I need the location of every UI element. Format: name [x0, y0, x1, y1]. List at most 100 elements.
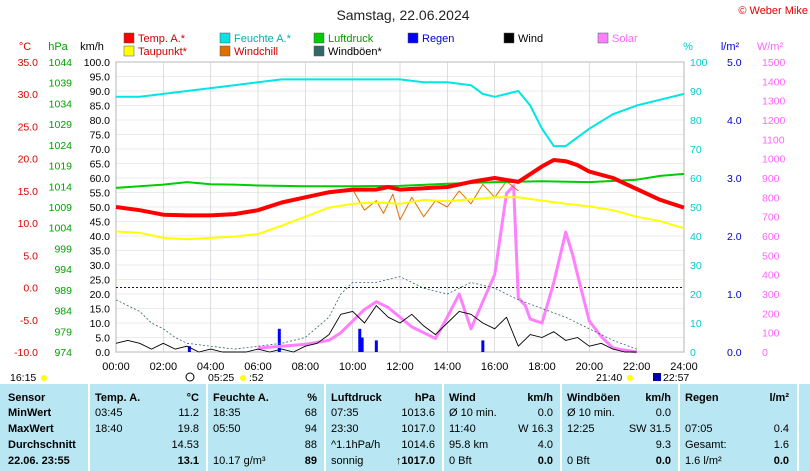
stats-cell: 0.0 [655, 455, 671, 467]
axis-tick-rain: 1.0 [727, 289, 742, 301]
x-tick-label: 22:00 [623, 361, 651, 373]
axis-tick-solar: 1500 [762, 57, 786, 69]
stats-cell: Wind [449, 392, 476, 404]
legend-swatch [123, 32, 135, 44]
axis-tick-wind: 20.0 [90, 289, 111, 301]
axis-tick-temp: 5.0 [23, 250, 38, 262]
stats-cell: sonnig [331, 455, 364, 467]
axis-tick-solar: 900 [762, 173, 780, 185]
moonrise-label: 05:25 [208, 372, 234, 384]
rain-bar [358, 328, 362, 352]
stats-cell: Regen [685, 392, 719, 404]
x-tick-label: 04:00 [197, 361, 225, 373]
legend-swatch [313, 45, 325, 57]
stats-cell: 0.0 [773, 455, 789, 467]
axis-tick-wind: 70.0 [90, 144, 111, 156]
sunrise-label: 16:15 [10, 372, 36, 384]
x-tick-label: 24:00 [670, 361, 698, 373]
axis-tick-pressure: 1004 [49, 223, 73, 235]
stats-cell: hPa [414, 392, 435, 404]
legend-label: Windböen* [328, 46, 383, 58]
axis-tick-temp: 30.0 [18, 89, 39, 101]
series-line-temp-a [115, 158, 685, 218]
legend-swatch [313, 32, 325, 44]
axis-tick-humidity: 50 [690, 202, 702, 214]
stats-cell: 18:40 [95, 423, 123, 435]
series-line-taupunkt [115, 196, 685, 241]
rain-bar [277, 328, 281, 352]
legend-swatch [597, 32, 609, 44]
rain-bar [187, 346, 191, 352]
stats-cell: 1014.6 [401, 439, 435, 451]
axis-tick-wind: 90.0 [90, 86, 111, 98]
stats-cell: 0.4 [773, 423, 789, 435]
stats-cell: Temp. A. [95, 392, 141, 404]
legend-label: Luftdruck [328, 33, 374, 45]
stats-cell: °C [186, 392, 199, 404]
table-separator [797, 384, 799, 471]
sun-icon [41, 375, 47, 381]
axis-tick-temp: 35.0 [18, 57, 39, 69]
stats-cell: 89 [304, 455, 317, 467]
sun-marker-icon [240, 375, 246, 381]
axis-tick-rain: 3.0 [727, 173, 742, 185]
axis-tick-humidity: 60 [690, 173, 702, 185]
stats-cell: 07:05 [685, 423, 713, 435]
axis-tick-humidity: 20 [690, 289, 702, 301]
axis-tick-rain: 2.0 [727, 231, 742, 243]
axis-unit-humidity: % [683, 41, 693, 53]
legend-label: Temp. A.* [138, 33, 186, 45]
stats-cell: 1.6 [773, 439, 789, 451]
axis-tick-humidity: 100 [690, 57, 708, 69]
statistics-table: Sensor Temp. A. °C Feuchte A.% Luftdruck hPa W… [0, 384, 810, 471]
axis-tick-humidity: 10 [690, 318, 702, 330]
axis-unit-rain: l/m² [721, 41, 740, 53]
axis-tick-wind: 0.0 [95, 347, 110, 359]
axis-tick-temp: -5.0 [20, 315, 38, 327]
x-tick-label: 02:00 [150, 361, 178, 373]
axis-tick-rain: 4.0 [727, 115, 742, 127]
stats-cell: Feuchte A. [213, 392, 269, 404]
axis-tick-wind: 50.0 [90, 202, 111, 214]
stats-cell: 9.3 [655, 439, 671, 451]
stats-cell: 07:35 [331, 407, 359, 419]
x-tick-label: 14:00 [434, 361, 462, 373]
axis-tick-pressure: 974 [54, 347, 72, 359]
axis-tick-wind: 85.0 [90, 101, 111, 113]
table-separator [442, 384, 444, 471]
x-tick-label: 00:00 [102, 361, 130, 373]
stats-cell: Gesamt: [685, 439, 727, 451]
sun-moon-annotations: 16:15 05:25:52 21:40 22:57 [10, 372, 689, 384]
stats-cell: 0 Bft [449, 455, 472, 467]
axis-labels: 35.0 30.0 25.0 20.0 15.0 10.0 5.0 0.0 -5.0 -10.0 °… [14, 41, 785, 373]
stats-cell: 11.2 [178, 407, 199, 419]
legend-label: Solar [612, 33, 638, 45]
stats-cell: 88 [304, 439, 317, 451]
axis-tick-humidity: 80 [690, 115, 702, 127]
axis-tick-temp: -10.0 [14, 347, 38, 359]
stats-cell: 18:35 [213, 407, 241, 419]
axis-tick-pressure: 979 [54, 326, 72, 338]
stats-cell: 12:25 [567, 423, 595, 435]
stats-cell: 95.8 km [449, 439, 489, 451]
axis-tick-solar: 1400 [762, 76, 786, 88]
stats-cell: 94 [304, 423, 317, 435]
axis-tick-solar: 800 [762, 192, 780, 204]
axis-tick-wind: 40.0 [90, 231, 111, 243]
x-tick-label: 06:00 [244, 361, 272, 373]
moonset-icon [653, 373, 661, 381]
legend-label: Taupunkt* [138, 46, 188, 58]
series-line-luftdruck [115, 172, 685, 189]
rain-bar [374, 340, 378, 352]
stats-cell: 0 Bft [567, 455, 590, 467]
table-separator [324, 384, 326, 471]
axis-tick-humidity: 30 [690, 260, 702, 272]
stats-cell: Durchschnitt [8, 439, 76, 451]
axis-tick-pressure: 1019 [49, 161, 73, 173]
axis-tick-solar: 0 [762, 347, 768, 359]
legend-label: Feuchte A.* [234, 33, 292, 45]
axis-unit-wind: km/h [80, 41, 104, 53]
axis-tick-wind: 65.0 [90, 159, 111, 171]
stats-cell: SW 31.5 [628, 423, 671, 435]
stats-cell: Luftdruck [331, 392, 382, 404]
